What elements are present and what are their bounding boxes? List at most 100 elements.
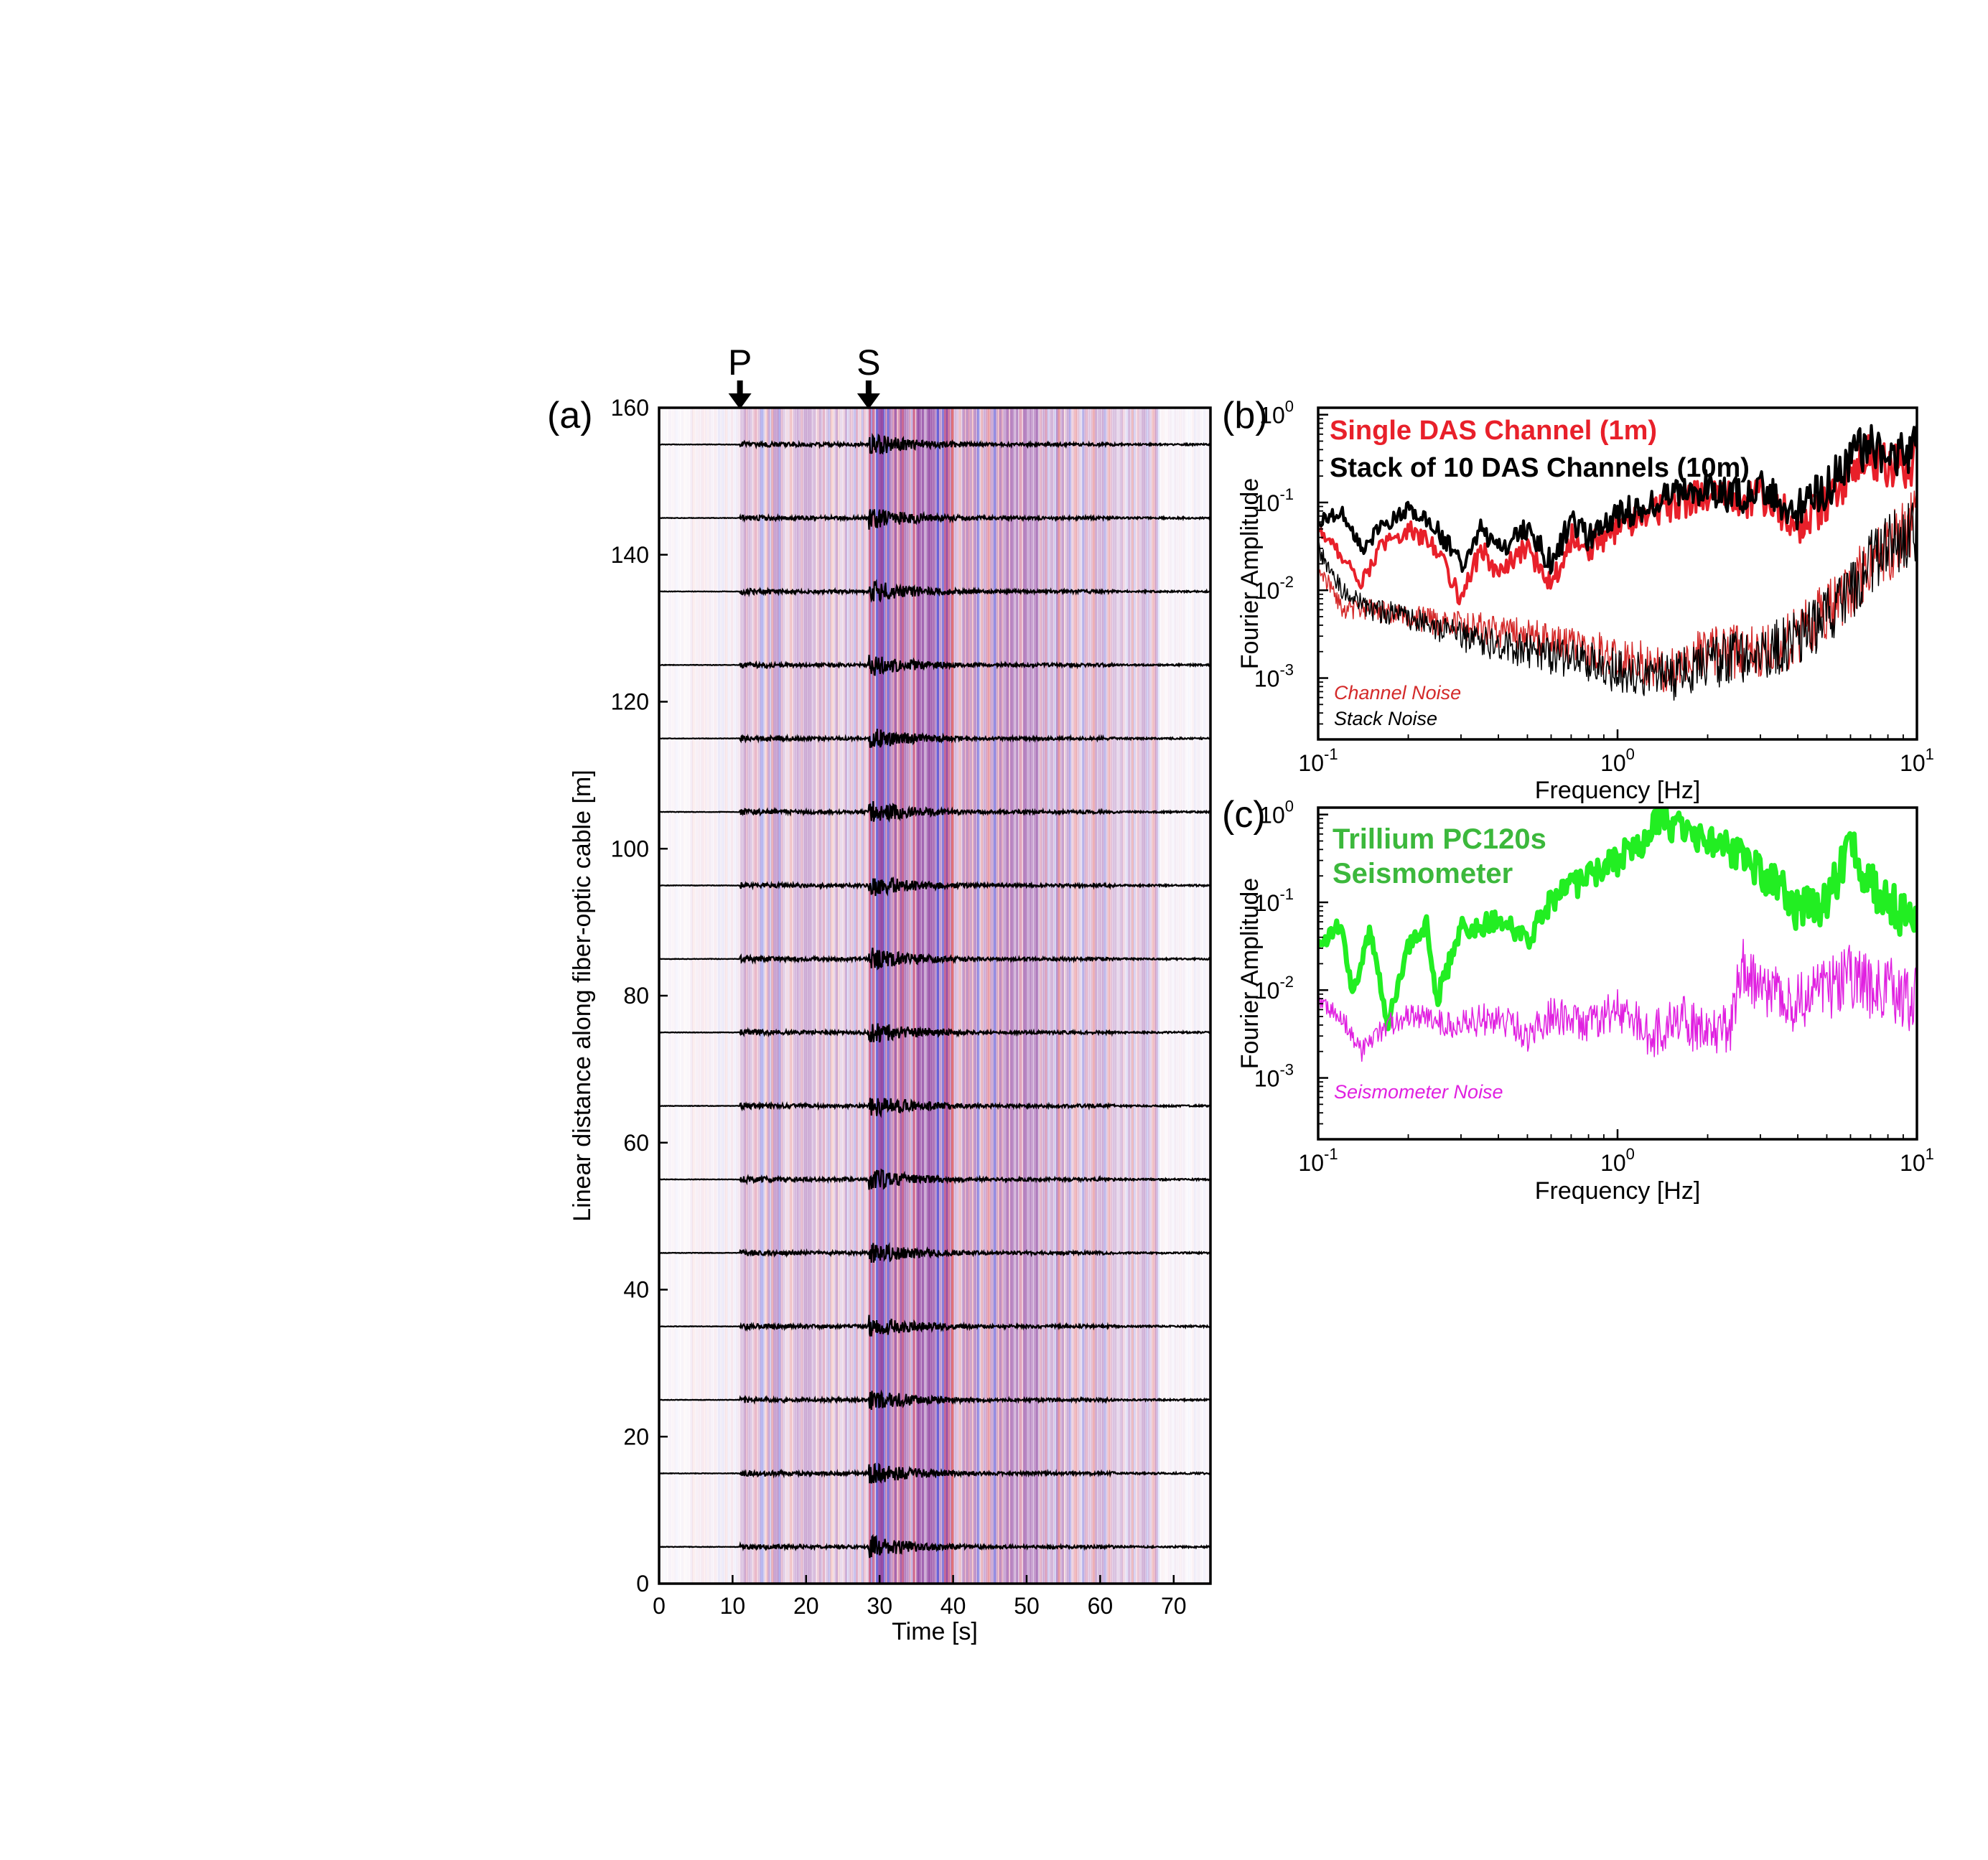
heatmap-stripe (1153, 408, 1156, 1584)
heatmap-stripe (797, 408, 800, 1584)
heatmap-stripe (1100, 408, 1103, 1584)
y-tick-label: 80 (623, 983, 649, 1009)
heatmap-stripe (1091, 408, 1093, 1584)
y-axis-label-c: Fourier Amplitude (1236, 878, 1264, 1069)
heatmap-stripe (872, 408, 875, 1584)
heatmap-stripe (920, 408, 923, 1584)
heatmap-stripe (732, 408, 735, 1584)
x-axis-label-c: Frequency [Hz] (1535, 1177, 1701, 1205)
heatmap-stripe (771, 408, 774, 1584)
heatmap-stripe (1147, 408, 1151, 1584)
legend-c-line2: Seismometer (1333, 858, 1513, 889)
heatmap-stripe (1175, 408, 1178, 1584)
heatmap-stripe (1087, 408, 1090, 1584)
heatmap-stripe (971, 408, 974, 1584)
heatmap-stripe (818, 408, 822, 1584)
heatmap-stripe (692, 408, 695, 1584)
heatmap-stripe (760, 408, 763, 1584)
heatmap-stripe (1094, 408, 1098, 1584)
panel-c-label: (c) (1222, 794, 1266, 836)
legend-b-single: Single DAS Channel (1m) (1330, 416, 1657, 446)
heatmap-stripe (922, 408, 925, 1584)
heatmap-stripe (821, 408, 823, 1584)
heatmap-stripe (1137, 408, 1139, 1584)
heatmap-stripe (973, 408, 976, 1584)
heatmap-stripe (1061, 408, 1064, 1584)
heatmap-stripe (1133, 408, 1136, 1584)
heatmap-stripe (859, 408, 862, 1584)
heatmap-stripe (801, 408, 803, 1584)
heatmap-stripe (1012, 408, 1014, 1584)
heatmap-stripe (802, 408, 806, 1584)
heatmap-stripe (914, 408, 918, 1584)
heatmap-stripe (879, 408, 882, 1584)
heatmap-stripe (1006, 408, 1009, 1584)
heatmap-stripe (844, 408, 847, 1584)
heatmap-stripe (997, 408, 1000, 1584)
seismic-traces (659, 432, 1210, 1558)
heatmap-stripe (1198, 408, 1200, 1584)
heatmap-stripe (1093, 408, 1096, 1584)
heatmap-stripe (747, 408, 750, 1584)
x-ticks-a: 0 10 20 30 40 50 60 70 (653, 1575, 1187, 1619)
x-tick-label: 50 (1014, 1593, 1040, 1619)
heatmap-stripe (938, 408, 941, 1584)
heatmap-stripe (868, 408, 872, 1584)
heatmap-stripe (846, 408, 849, 1584)
heatmap-stripe (929, 408, 932, 1584)
heatmap-stripe (843, 408, 846, 1584)
heatmap-stripe (989, 408, 993, 1584)
heatmap-stripe (979, 408, 981, 1584)
heatmap-stripe (1017, 408, 1020, 1584)
heatmap-stripe (953, 408, 956, 1584)
heatmap-stripe (789, 408, 793, 1584)
heatmap-stripe (730, 408, 734, 1584)
heatmap-stripe (1177, 408, 1180, 1584)
heatmap-stripe (854, 408, 857, 1584)
heatmap-stripe (668, 408, 671, 1584)
heatmap-stripe (1160, 408, 1164, 1584)
heatmap-stripe (712, 408, 715, 1584)
x-tick-label: 40 (941, 1593, 966, 1619)
heatmap-stripe (1052, 408, 1055, 1584)
heatmap-stripe (769, 408, 772, 1584)
heatmap-stripe (1083, 408, 1086, 1584)
heatmap-stripe (955, 408, 958, 1584)
heatmap-stripe (1155, 408, 1158, 1584)
heatmap-stripe (784, 408, 787, 1584)
heatmap-stripe (743, 408, 747, 1584)
heatmap-stripe (1101, 408, 1105, 1584)
heatmap-stripe (913, 408, 915, 1584)
heatmap-stripe (756, 408, 760, 1584)
panel-a: (a) 0 10 20 30 40 50 60 70 0 20 40 60 80 100 120 140 16… (547, 342, 1212, 1645)
heatmap-stripe (867, 408, 869, 1584)
y-tick-label: 100 (1259, 398, 1294, 429)
heatmap-stripe (1019, 408, 1022, 1584)
heatmap-stripe (1109, 408, 1112, 1584)
heatmap-stripe (897, 408, 901, 1584)
panel-c: (c) 10-1 100 101 10-3 10-2 10-1 100 Trillium … (1222, 794, 1934, 1205)
heatmap-stripe (947, 408, 951, 1584)
heatmap-stripe (808, 408, 811, 1584)
heatmap-stripe (727, 408, 730, 1584)
heatmap-stripe (923, 408, 926, 1584)
x-tick-label: 100 (1600, 745, 1635, 776)
seismic-trace (659, 655, 1210, 676)
x-tick-label: 10-1 (1298, 745, 1338, 776)
panel-a-label: (a) (547, 395, 593, 436)
heatmap-stripe (991, 408, 994, 1584)
heatmap-stripe (1193, 408, 1197, 1584)
heatmap-stripe (1146, 408, 1149, 1584)
heatmap-stripe (943, 408, 947, 1584)
x-axis-label-a: Time [s] (892, 1618, 978, 1645)
arrival-label-p: P (728, 342, 752, 383)
x-tick-label: 0 (653, 1593, 666, 1619)
heatmap-stripe (813, 408, 816, 1584)
x-tick-label: 20 (793, 1593, 819, 1619)
heatmap-stripe (968, 408, 971, 1584)
heatmap-stripe (993, 408, 997, 1584)
heatmap-stripe (1098, 408, 1101, 1584)
heatmap-stripe (1119, 408, 1121, 1584)
